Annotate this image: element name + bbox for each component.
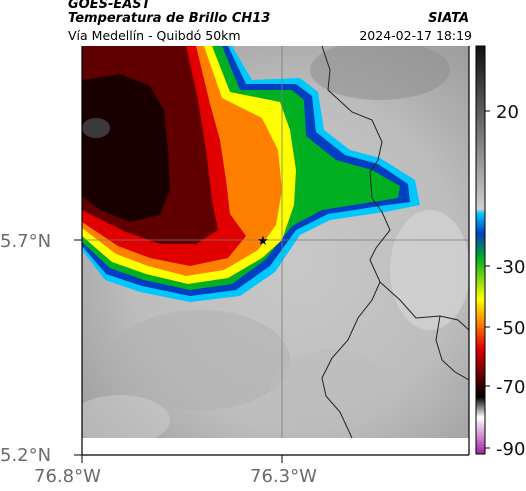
colorbar-label-20: 20 [496, 102, 519, 123]
border-line [435, 315, 469, 381]
y-tick-label-5.7: 5.7°N [0, 231, 51, 252]
colorbar-label--30: -30 [496, 257, 525, 278]
timestamp-label: 2024-02-17 18:19 [359, 28, 472, 43]
x-tick-label-76.3: 76.3°W [250, 466, 317, 487]
texture-blob [82, 395, 170, 438]
texture-blob [390, 210, 469, 330]
colorbar-label--50: -50 [496, 318, 525, 339]
reference-point-marker: ★ [257, 234, 269, 249]
texture-blob [110, 310, 290, 410]
colorbar-label--90: -90 [496, 439, 525, 460]
texture-blob [310, 46, 450, 100]
x-tick-label-76.8: 76.8°W [34, 466, 101, 487]
source-label: SIATA [428, 11, 469, 26]
colorbar [475, 45, 486, 455]
colorbar-label--70: -70 [496, 377, 525, 398]
product-title: GOES-EAST [68, 0, 151, 12]
texture-blob [270, 350, 390, 430]
region-subtitle: Vía Medellín - Quibdó 50km [68, 28, 241, 43]
y-tick-label-5.2: 5.2°N [0, 445, 51, 466]
cloud-core-gray [82, 118, 110, 138]
cloud-layer-black [82, 74, 170, 222]
border-line [321, 281, 381, 438]
colorbar-ticks [485, 110, 490, 449]
border-line [321, 46, 469, 331]
map-plot-area [82, 46, 469, 438]
channel-title: Temperatura de Brillo CH13 [68, 11, 271, 26]
